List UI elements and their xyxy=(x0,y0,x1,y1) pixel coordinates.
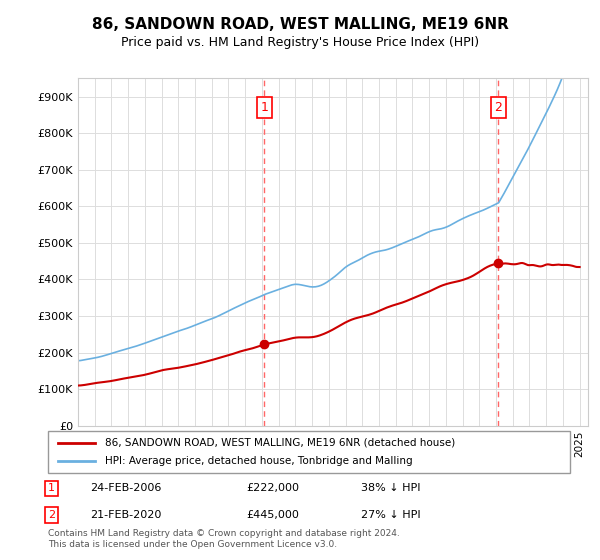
Text: 86, SANDOWN ROAD, WEST MALLING, ME19 6NR (detached house): 86, SANDOWN ROAD, WEST MALLING, ME19 6NR… xyxy=(106,438,455,448)
Text: 2: 2 xyxy=(48,510,55,520)
Text: 1: 1 xyxy=(48,483,55,493)
Text: 24-FEB-2006: 24-FEB-2006 xyxy=(90,483,161,493)
Text: 1: 1 xyxy=(260,101,268,114)
Text: HPI: Average price, detached house, Tonbridge and Malling: HPI: Average price, detached house, Tonb… xyxy=(106,456,413,466)
FancyBboxPatch shape xyxy=(48,431,570,473)
Text: 27% ↓ HPI: 27% ↓ HPI xyxy=(361,510,421,520)
Text: £445,000: £445,000 xyxy=(247,510,299,520)
Text: £222,000: £222,000 xyxy=(247,483,299,493)
Text: 86, SANDOWN ROAD, WEST MALLING, ME19 6NR: 86, SANDOWN ROAD, WEST MALLING, ME19 6NR xyxy=(92,17,508,32)
Text: Price paid vs. HM Land Registry's House Price Index (HPI): Price paid vs. HM Land Registry's House … xyxy=(121,36,479,49)
Text: 2: 2 xyxy=(494,101,502,114)
Text: Contains HM Land Registry data © Crown copyright and database right 2024.
This d: Contains HM Land Registry data © Crown c… xyxy=(48,529,400,549)
Text: 38% ↓ HPI: 38% ↓ HPI xyxy=(361,483,421,493)
Text: 21-FEB-2020: 21-FEB-2020 xyxy=(90,510,161,520)
